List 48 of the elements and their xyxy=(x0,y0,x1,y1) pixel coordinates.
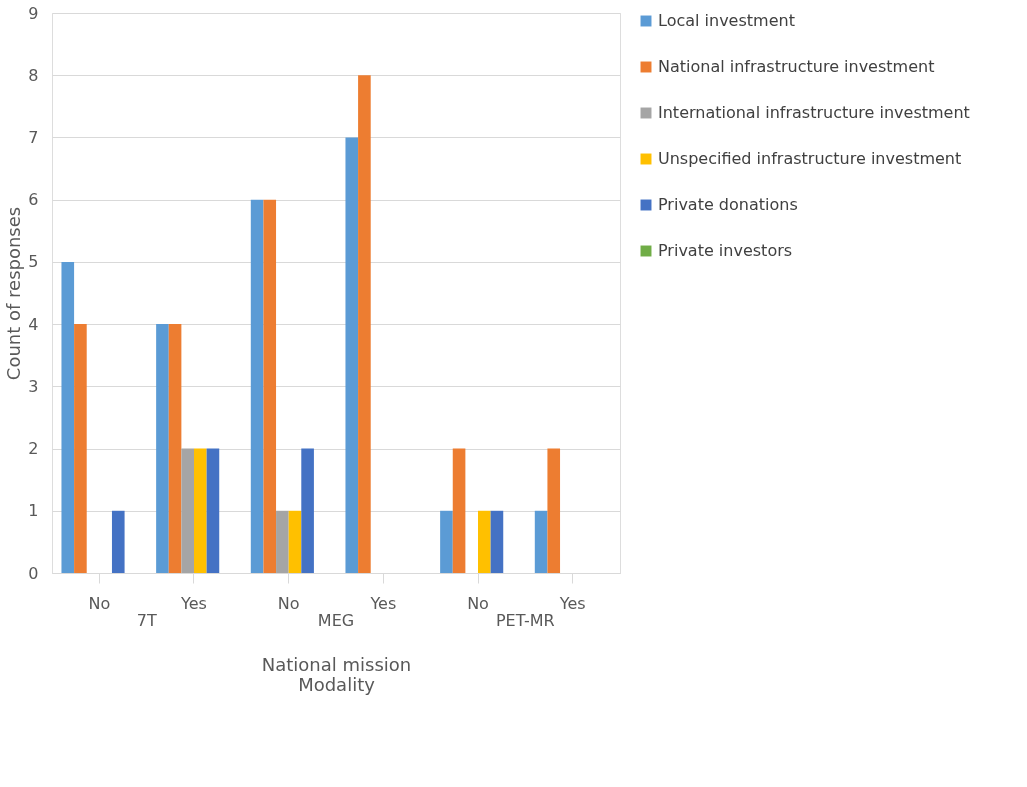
y-tick-label: 1 xyxy=(28,501,39,521)
y-tick-label: 7 xyxy=(28,127,39,147)
x-axis-title: National mission Modality xyxy=(261,653,412,695)
bar xyxy=(111,510,125,573)
text: PET-MR xyxy=(495,611,555,630)
y-axis-title: Count of responses xyxy=(3,206,25,381)
y-tick-label: 3 xyxy=(28,376,39,396)
bar xyxy=(478,510,491,573)
x-tick-label: No xyxy=(277,593,300,613)
bar xyxy=(288,510,302,573)
bar xyxy=(168,324,182,573)
legend-label: Private donations xyxy=(658,195,798,214)
bar xyxy=(452,448,466,573)
bar xyxy=(490,510,504,573)
bar xyxy=(263,199,277,573)
bar xyxy=(301,448,314,573)
legend-label: National infrastructure investment xyxy=(658,57,935,76)
bar xyxy=(547,448,561,573)
x-tick-label: Yes xyxy=(558,593,586,613)
legend-label: International infrastructure investment xyxy=(658,103,970,122)
text: 7T xyxy=(136,611,157,630)
bar xyxy=(440,510,453,573)
y-tick-label: 4 xyxy=(28,314,39,334)
bar xyxy=(181,448,194,573)
x-tick-label: No xyxy=(467,593,489,613)
bar xyxy=(61,261,75,573)
bar xyxy=(74,324,87,573)
y-tick-label: 8 xyxy=(28,65,39,85)
bar xyxy=(206,448,220,573)
legend-label: Unspecified infrastructure investment xyxy=(658,149,962,168)
bar xyxy=(345,137,359,573)
legend-label: Private investors xyxy=(658,241,793,260)
y-tick-label: 9 xyxy=(28,3,39,23)
text: MEG xyxy=(317,611,355,630)
bar xyxy=(358,75,371,573)
y-tick-label: 6 xyxy=(28,190,39,210)
bar xyxy=(194,448,207,573)
y-tick-label: 5 xyxy=(28,252,39,272)
bar xyxy=(534,510,548,573)
y-tick-label: 0 xyxy=(28,563,39,583)
x-tick-label: Yes xyxy=(369,593,397,613)
y-tick-label: 2 xyxy=(28,439,39,459)
bar xyxy=(276,510,289,573)
bar xyxy=(250,199,264,573)
x-tick-label: Yes xyxy=(180,593,207,613)
bar xyxy=(156,324,169,573)
x-tick-label: No xyxy=(88,593,111,613)
legend-label: Local investment xyxy=(658,11,795,30)
